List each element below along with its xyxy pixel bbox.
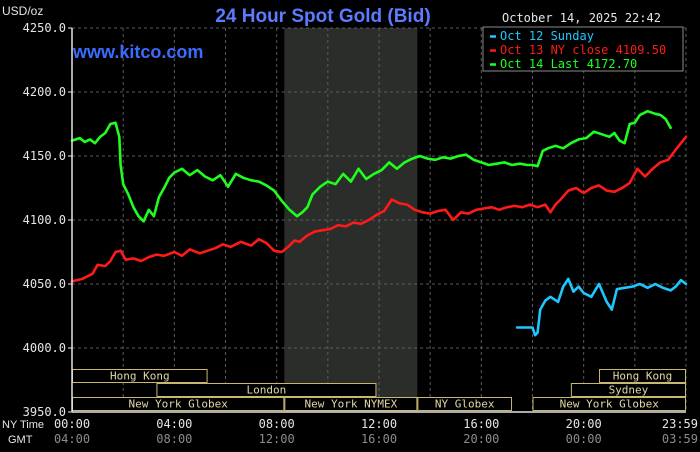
gmt-row-label: GMT	[8, 434, 33, 446]
market-session-label: New York Globex	[560, 398, 660, 411]
market-session-box	[284, 397, 418, 411]
series-line-1	[515, 277, 688, 337]
x-tick-label-ny: 23:59	[662, 417, 698, 431]
market-session-box	[156, 383, 377, 397]
market-session-label: New York NYMEX	[304, 398, 397, 411]
x-tick-label-ny: 12:00	[361, 417, 397, 431]
y-tick-label: 4100.0	[23, 213, 66, 227]
market-session-label: Sydney	[609, 384, 649, 397]
x-tick-label-gmt: 08:00	[156, 432, 192, 446]
market-session-label: London	[247, 384, 287, 397]
legend-label-3: Oct 14 Last 4172.70	[500, 57, 637, 71]
chart-title: 24 Hour Spot Gold (Bid)	[215, 6, 430, 27]
market-session-box	[599, 369, 686, 383]
x-tick-label-ny: 04:00	[156, 417, 192, 431]
x-tick-label-gmt: 20:00	[463, 432, 499, 446]
y-tick-label: 4200.0	[23, 85, 66, 99]
series-line-2	[70, 135, 688, 283]
series-line-3	[70, 109, 672, 223]
market-session-box	[417, 397, 513, 411]
x-tick-label-ny: 00:00	[54, 417, 90, 431]
y-axis-unit-label: USD/oz	[2, 4, 43, 18]
market-session-label: Hong Kong	[110, 370, 170, 383]
legend-box	[482, 26, 684, 72]
market-session-box	[532, 397, 686, 411]
y-tick-label: 4250.0	[23, 21, 66, 35]
y-tick-label: 4150.0	[23, 149, 66, 163]
y-tick-label: 3950.0	[23, 405, 66, 419]
x-tick-label-ny: 16:00	[463, 417, 499, 431]
market-session-box	[570, 383, 686, 397]
legend-label-2: Oct 13 NY close 4109.50	[500, 43, 666, 57]
x-tick-label-gmt: 03:59	[662, 432, 698, 446]
timestamp: October 14, 2025 22:42	[502, 11, 661, 25]
market-session-label: Hong Kong	[613, 370, 673, 383]
site-watermark[interactable]: www.kitco.com	[72, 42, 203, 62]
y-tick-label: 4050.0	[23, 277, 66, 291]
x-tick-label-gmt: 04:00	[54, 432, 90, 446]
x-tick-label-gmt: 12:00	[259, 432, 295, 446]
ny-time-row-label: NY Time	[2, 419, 44, 431]
market-session-label: NY Globex	[435, 398, 495, 411]
x-tick-label-ny: 08:00	[259, 417, 295, 431]
x-tick-label-ny: 20:00	[566, 417, 602, 431]
market-session-label: New York Globex	[128, 398, 228, 411]
x-tick-label-gmt: 16:00	[361, 432, 397, 446]
x-tick-label-gmt: 00:00	[566, 432, 602, 446]
y-tick-label: 4000.0	[23, 341, 66, 355]
legend-label-1: Oct 12 Sunday	[500, 29, 594, 43]
